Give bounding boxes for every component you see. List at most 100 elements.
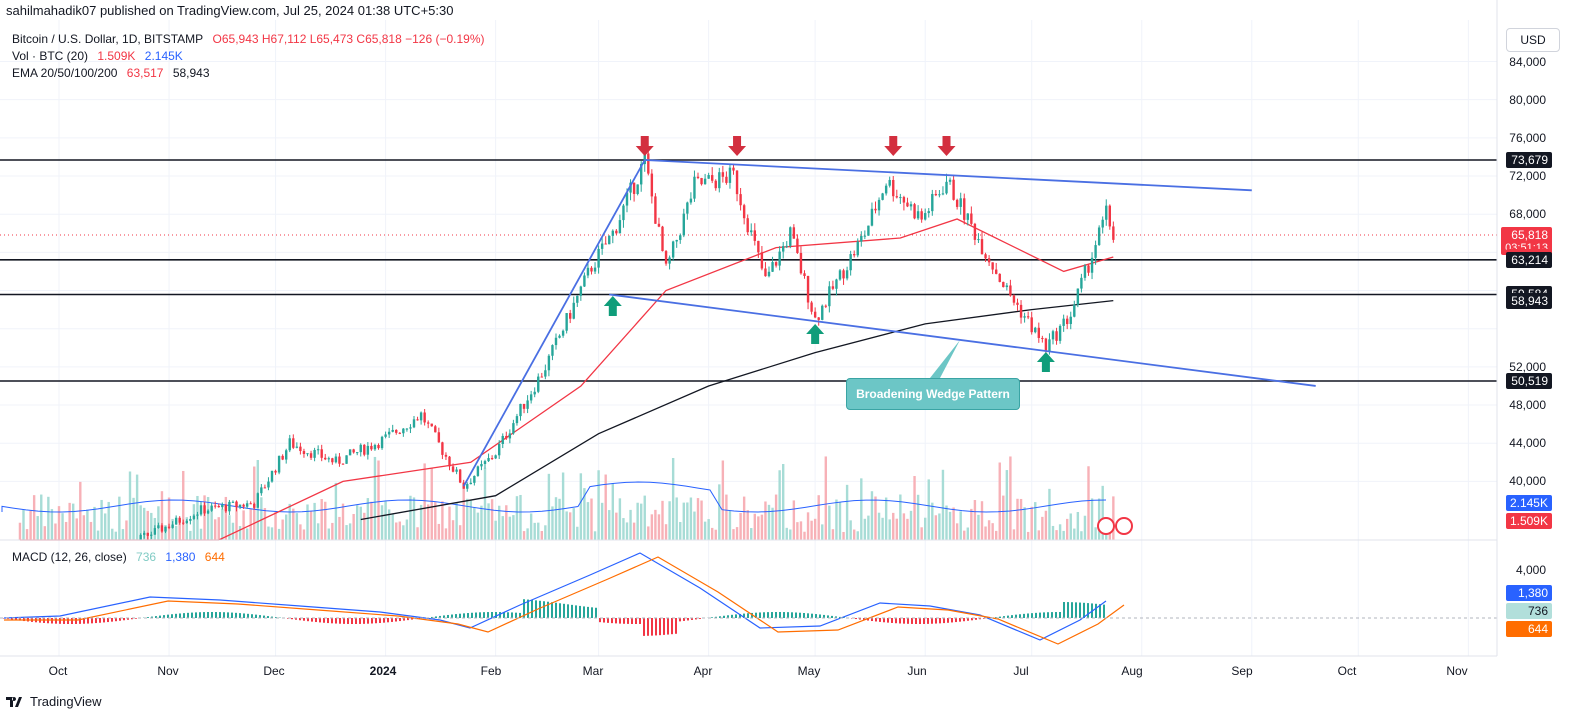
volume-bar — [721, 460, 725, 540]
candle-body — [952, 179, 955, 200]
volume-bar — [632, 522, 636, 540]
volume-bar — [434, 502, 437, 540]
candle-body — [821, 305, 824, 320]
currency-button[interactable]: USD — [1506, 28, 1560, 52]
volume-bar — [1112, 496, 1115, 540]
volume-bar — [565, 511, 568, 540]
volume-bar — [558, 498, 561, 540]
macd-histogram-bar — [295, 618, 297, 620]
volume-bar — [686, 502, 689, 540]
candle-body — [647, 153, 650, 174]
candle-body — [700, 177, 703, 185]
macd-histogram-bar — [231, 612, 233, 618]
candle-body — [242, 504, 245, 507]
candle-body — [597, 248, 600, 268]
volume-legend[interactable]: Vol · BTC (20) 1.509K 2.145K — [12, 49, 189, 63]
macd-histogram-bar — [831, 615, 833, 618]
macd-histogram-bar — [471, 612, 473, 618]
candle-body — [519, 403, 522, 417]
macd-histogram-bar — [679, 618, 681, 622]
volume-bar — [1083, 515, 1087, 540]
volume-bar — [1037, 530, 1040, 540]
candle-body — [352, 449, 355, 453]
macd-histogram-bar — [739, 613, 741, 618]
volume-bar — [643, 495, 646, 540]
candle-body — [192, 515, 196, 519]
volume-bar — [270, 527, 274, 540]
macd-histogram-bar — [727, 615, 729, 618]
candle-body — [632, 182, 636, 194]
candle-body — [867, 225, 870, 236]
macd-histogram-bar — [719, 616, 721, 618]
macd-histogram-bar — [911, 618, 913, 624]
volume-bar — [803, 531, 806, 540]
volume-bar — [487, 503, 490, 540]
volume-bar — [100, 499, 103, 540]
volume-bar — [529, 513, 533, 540]
volume-bar — [341, 503, 345, 540]
volume-bar — [1080, 531, 1083, 540]
volume-bar — [817, 495, 820, 540]
upper-wedge-line — [644, 159, 1252, 192]
macd-histogram-bar — [767, 612, 769, 618]
macd-histogram-bar — [735, 614, 737, 618]
macd-histogram-bar — [763, 612, 765, 618]
macd-legend[interactable]: MACD (12, 26, close) 736 1,380 644 — [12, 550, 231, 564]
candle-body — [292, 438, 295, 448]
volume-bar — [1087, 466, 1090, 540]
macd-histogram-bar — [507, 612, 509, 618]
volume-bar — [792, 500, 796, 540]
candle-body — [565, 313, 568, 331]
macd-histogram-bar — [571, 604, 573, 618]
macd-histogram-bar — [215, 612, 217, 618]
candle-body — [306, 453, 309, 455]
tradingview-footer[interactable]: TradingView — [6, 694, 102, 709]
volume-bar — [899, 494, 902, 540]
candle-body — [1005, 285, 1009, 288]
candle-body — [434, 426, 437, 433]
candle-body — [256, 493, 259, 508]
candle-body — [554, 337, 558, 346]
candle-body — [849, 254, 852, 271]
macd-histogram-bar — [483, 612, 485, 618]
candle-body — [721, 172, 725, 177]
macd-histogram-bar — [211, 612, 213, 618]
candle-body — [1048, 339, 1051, 352]
macd-histogram-bar — [191, 612, 193, 618]
macd-histogram-bar — [1079, 602, 1081, 618]
candle-body — [167, 526, 171, 528]
candle-body — [1094, 245, 1097, 258]
volume-bar — [125, 520, 128, 540]
candle-body — [679, 235, 682, 240]
volume-bar — [1009, 456, 1012, 540]
macd-histogram-bar — [611, 618, 613, 624]
candle-body — [185, 520, 188, 523]
macd-histogram-bar — [235, 612, 237, 618]
candle-body — [860, 235, 863, 242]
volume-bar — [228, 515, 231, 540]
ema-legend[interactable]: EMA 20/50/100/200 63,517 58,943 — [12, 66, 216, 80]
volume-bar — [735, 527, 739, 540]
candle-body — [1090, 257, 1094, 273]
volume-bar — [984, 526, 987, 540]
volume-bar — [689, 497, 693, 540]
volume-bar — [515, 496, 519, 540]
candle-body — [178, 517, 181, 523]
macd-tick: 4,000 — [1515, 563, 1546, 577]
candle-body — [537, 376, 540, 392]
candle-body — [274, 470, 277, 473]
volume-bar — [909, 510, 913, 540]
candle-body — [799, 252, 803, 274]
volume-bar — [757, 516, 760, 540]
candle-body — [924, 213, 927, 220]
symbol-legend[interactable]: Bitcoin / U.S. Dollar, 1D, BITSTAMP O65,… — [12, 32, 491, 46]
macd-histogram-bar — [63, 618, 65, 624]
candle-body — [835, 279, 838, 289]
candle-body — [498, 444, 501, 456]
macd-histogram-bar — [247, 613, 249, 618]
volume-bar — [36, 516, 39, 540]
annotation-pointer — [930, 340, 960, 378]
volume-bar — [700, 500, 703, 540]
volume-bar — [50, 509, 54, 540]
